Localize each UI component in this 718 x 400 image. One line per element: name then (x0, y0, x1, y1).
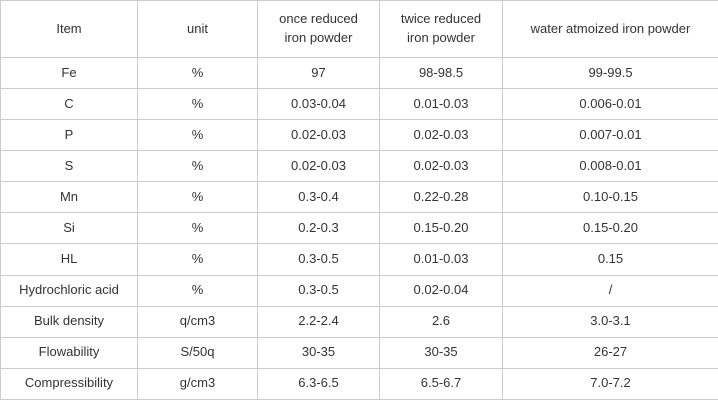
cell-once-reduced: 0.3-0.5 (257, 243, 380, 276)
cell-item: Flowability (0, 336, 138, 369)
cell-item: Hydrochloric acid (0, 274, 138, 307)
cell-water-atomized: 3.0-3.1 (502, 305, 718, 338)
column-header-twice-reduced: twice reduced iron powder (379, 0, 503, 58)
table-row: P% 0.02-0.03 0.02-0.03 0.007-0.01 (0, 119, 718, 152)
cell-item: Compressibility (0, 367, 138, 400)
cell-twice-reduced: 98-98.5 (379, 56, 503, 90)
cell-water-atomized: 7.0-7.2 (502, 367, 718, 400)
cell-item: Fe (0, 56, 138, 90)
cell-water-atomized: 0.15 (502, 243, 718, 276)
cell-unit: % (137, 88, 258, 121)
column-header-once-reduced: once reduced iron powder (257, 0, 380, 58)
table-row: HL% 0.3-0.5 0.01-0.03 0.15 (0, 243, 718, 276)
cell-unit: % (137, 56, 258, 90)
cell-twice-reduced: 0.01-0.03 (379, 88, 503, 121)
cell-water-atomized: 26-27 (502, 336, 718, 369)
cell-twice-reduced: 0.22-0.28 (379, 181, 503, 214)
table-row: S% 0.02-0.03 0.02-0.03 0.008-0.01 (0, 150, 718, 183)
cell-item: C (0, 88, 138, 121)
cell-item: S (0, 150, 138, 183)
cell-twice-reduced: 0.02-0.04 (379, 274, 503, 307)
cell-unit: g/cm3 (137, 367, 258, 400)
header-row: Item unit once reduced iron powder twice… (0, 0, 718, 58)
cell-water-atomized: / (502, 274, 718, 307)
cell-once-reduced: 0.3-0.5 (257, 274, 380, 307)
cell-once-reduced: 97 (257, 56, 380, 90)
table-row: Compressibility g/cm3 6.3-6.5 6.5-6.7 7.0-7.… (0, 367, 718, 400)
cell-water-atomized: 99-99.5 (502, 56, 718, 90)
cell-unit: % (137, 119, 258, 152)
cell-once-reduced: 6.3-6.5 (257, 367, 380, 400)
cell-unit: % (137, 150, 258, 183)
cell-water-atomized: 0.10-0.15 (502, 181, 718, 214)
cell-unit: % (137, 212, 258, 245)
cell-twice-reduced: 0.01-0.03 (379, 243, 503, 276)
cell-water-atomized: 0.006-0.01 (502, 88, 718, 121)
column-header-item: Item (0, 0, 138, 58)
column-header-label-line2: iron powder (407, 30, 475, 45)
column-header-label: Item (56, 20, 82, 36)
table-row: Bulk density q/cm3 2.2-2.4 2.6 3.0-3.1 (0, 305, 718, 338)
cell-unit: S/50q (137, 336, 258, 369)
cell-once-reduced: 0.3-0.4 (257, 181, 380, 214)
column-header-label-line2: iron powder (284, 30, 353, 45)
cell-water-atomized: 0.15-0.20 (502, 212, 718, 245)
cell-item: Mn (0, 181, 138, 214)
cell-unit: % (137, 274, 258, 307)
table-row: Mn% 0.3-0.4 0.22-0.28 0.10-0.15 (0, 181, 718, 214)
cell-unit: % (137, 243, 258, 276)
column-header-label: water atmoized iron powder (530, 20, 691, 36)
column-header-label-line1: twice reduced (400, 11, 482, 27)
cell-once-reduced: 0.02-0.03 (257, 150, 380, 183)
cell-item: HL (0, 243, 138, 276)
table-row: Fe% 97 98-98.5 99-99.5 (0, 56, 718, 90)
table-row: Hydrochloric acid% 0.3-0.5 0.02-0.04/ (0, 274, 718, 307)
cell-twice-reduced: 0.02-0.03 (379, 150, 503, 183)
cell-once-reduced: 0.03-0.04 (257, 88, 380, 121)
cell-twice-reduced: 6.5-6.7 (379, 367, 503, 400)
cell-once-reduced: 30-35 (257, 336, 380, 369)
column-header-water-atomized: water atmoized iron powder (502, 0, 718, 58)
cell-twice-reduced: 2.6 (379, 305, 503, 338)
cell-item: Si (0, 212, 138, 245)
column-header-label: unit (187, 20, 208, 36)
cell-item: Bulk density (0, 305, 138, 338)
cell-unit: q/cm3 (137, 305, 258, 338)
cell-once-reduced: 2.2-2.4 (257, 305, 380, 338)
cell-unit: % (137, 181, 258, 214)
table-row: Si% 0.2-0.3 0.15-0.20 0.15-0.20 (0, 212, 718, 245)
cell-once-reduced: 0.02-0.03 (257, 119, 380, 152)
table-row: C% 0.03-0.04 0.01-0.03 0.006-0.01 (0, 88, 718, 121)
cell-water-atomized: 0.007-0.01 (502, 119, 718, 152)
cell-once-reduced: 0.2-0.3 (257, 212, 380, 245)
cell-water-atomized: 0.008-0.01 (502, 150, 718, 183)
cell-twice-reduced: 0.02-0.03 (379, 119, 503, 152)
cell-twice-reduced: 30-35 (379, 336, 503, 369)
table-row: Flowability S/50q 30-35 30-35 26-27 (0, 336, 718, 369)
cell-twice-reduced: 0.15-0.20 (379, 212, 503, 245)
column-header-unit: unit (137, 0, 258, 58)
column-header-label-line1: once reduced (279, 11, 358, 27)
cell-item: P (0, 119, 138, 152)
